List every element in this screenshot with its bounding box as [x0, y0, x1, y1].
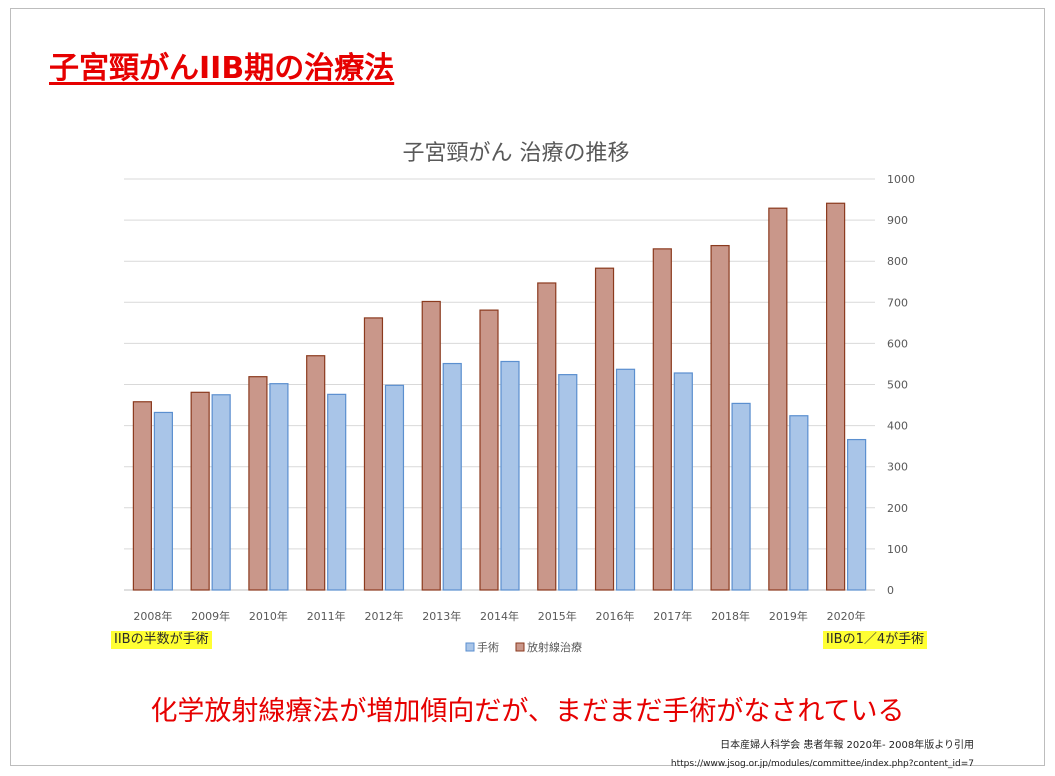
y-tick-label: 100 [887, 543, 908, 556]
x-tick-label: 2012年 [364, 609, 403, 623]
bar-radiation [479, 309, 499, 591]
x-tick-label: 2010年 [249, 609, 288, 623]
y-tick-label: 0 [887, 584, 894, 597]
bar-radiation [248, 376, 268, 591]
axis-labels: 0 100 200 300 400 500 600 700 800 900 1000 2008年 200… [133, 173, 915, 623]
y-tick-label: 900 [887, 214, 908, 227]
y-tick-label: 500 [887, 379, 908, 392]
bar-surgery [615, 368, 636, 591]
bar-surgery [558, 374, 578, 591]
legend-swatch-radiation [515, 642, 525, 652]
bar-surgery [327, 393, 347, 591]
bar-radiation [537, 282, 557, 591]
bar-radiation [652, 248, 672, 591]
x-tick-label: 2013年 [422, 609, 461, 623]
conclusion-text: 化学放射線療法が増加傾向だが、まだまだ手術がなされている [150, 696, 905, 727]
x-tick-label: 2018年 [711, 609, 750, 623]
bar-surgery [269, 383, 289, 591]
bar-radiation [768, 207, 788, 591]
legend: 手術 放射線治療 [465, 640, 582, 654]
legend-swatch-surgery [465, 642, 475, 652]
bar-radiation [132, 401, 152, 591]
y-tick-label: 400 [887, 420, 908, 433]
slide-title: 子宮頸がんIIB期の治療法 [49, 51, 395, 86]
bar-radiation [190, 391, 210, 591]
bar-surgery [211, 394, 231, 591]
bar-surgery [731, 402, 751, 591]
bar-surgery [153, 411, 173, 591]
x-tick-label: 2016年 [596, 609, 635, 623]
y-tick-label: 800 [887, 255, 908, 268]
x-tick-label: 2008年 [133, 609, 172, 623]
callout-surgery-half: IIBの半数が手術 [111, 631, 212, 649]
bar-radiation [306, 355, 326, 591]
treatment-trend-chart: 0 100 200 300 400 500 600 700 800 900 1000 2008年 200… [124, 141, 915, 654]
bars [132, 202, 867, 591]
source-citation: 日本産婦人科学会 患者年報 2020年- 2008年版より引用 [720, 740, 974, 751]
x-tick-label: 2014年 [480, 609, 519, 623]
x-tick-label: 2017年 [653, 609, 692, 623]
callout-surgery-quarter: IIBの1／4が手術 [823, 631, 928, 649]
y-tick-label: 300 [887, 461, 908, 474]
slide: 子宮頸がんIIB期の治療法 0 100 200 300 400 500 600 700 800 9… [10, 8, 1045, 769]
bar-surgery [500, 360, 520, 591]
y-tick-label: 200 [887, 502, 908, 515]
x-tick-label: 2011年 [307, 609, 346, 623]
bar-surgery [847, 438, 867, 591]
x-tick-label: 2015年 [538, 609, 577, 623]
bar-radiation [710, 244, 730, 591]
x-tick-label: 2020年 [827, 609, 866, 623]
bar-radiation [594, 267, 615, 591]
source-url: https://www.jsog.or.jp/modules/committee… [670, 759, 974, 769]
y-tick-label: 700 [887, 296, 908, 309]
bar-surgery [789, 415, 809, 591]
x-tick-label: 2009年 [191, 609, 230, 623]
x-tick-label: 2019年 [769, 609, 808, 623]
y-tick-label: 1000 [887, 173, 915, 186]
bar-surgery [673, 372, 693, 591]
y-tick-label: 600 [887, 337, 908, 350]
chart-title: 子宮頸がん 治療の推移 [403, 141, 630, 166]
bar-surgery [384, 384, 405, 591]
bar-radiation [421, 300, 441, 591]
bar-radiation [363, 317, 384, 591]
legend-label-surgery: 手術 [477, 640, 499, 654]
bar-surgery [442, 362, 462, 591]
legend-label-radiation: 放射線治療 [527, 640, 582, 654]
bar-radiation [826, 202, 846, 591]
gridlines [124, 178, 875, 591]
